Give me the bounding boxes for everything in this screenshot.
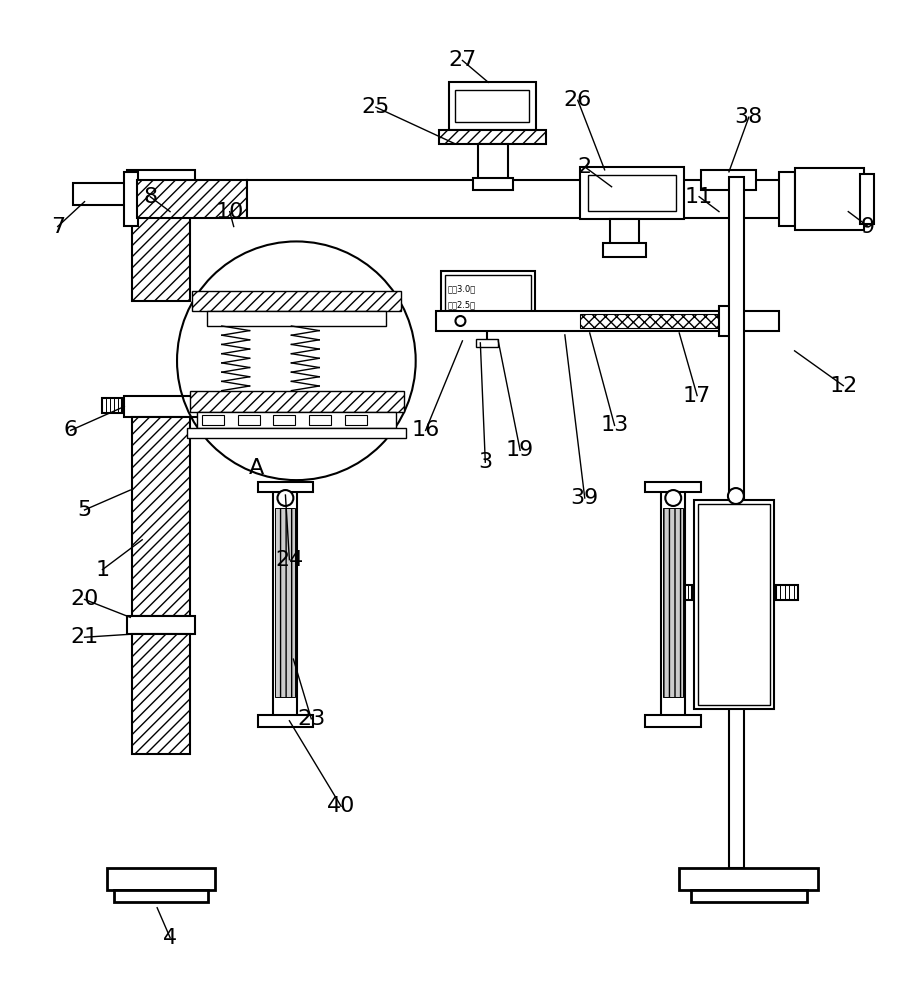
Bar — [127, 616, 195, 634]
Bar — [309, 415, 332, 425]
Text: 12: 12 — [829, 376, 858, 396]
Bar — [132, 182, 190, 301]
Bar — [610, 219, 640, 246]
Text: 16: 16 — [412, 420, 440, 440]
Bar — [694, 500, 774, 709]
Text: 21: 21 — [70, 627, 99, 647]
Text: 8: 8 — [143, 187, 158, 207]
Bar — [107, 868, 214, 890]
Text: 6: 6 — [64, 420, 77, 440]
Bar — [441, 271, 535, 323]
Bar — [132, 634, 190, 754]
Text: 5: 5 — [77, 500, 92, 520]
Circle shape — [278, 490, 294, 506]
Bar — [274, 415, 296, 425]
Text: 26: 26 — [564, 90, 592, 110]
Bar — [103, 398, 123, 413]
Text: 13: 13 — [600, 415, 629, 435]
Bar — [192, 291, 401, 311]
Bar — [435, 311, 778, 331]
Circle shape — [456, 316, 466, 326]
Bar — [603, 243, 646, 257]
Text: 4: 4 — [163, 928, 177, 948]
Bar — [124, 396, 198, 417]
Bar — [202, 415, 223, 425]
Bar — [477, 339, 498, 347]
Bar — [795, 168, 864, 230]
Bar — [258, 715, 314, 727]
Bar — [473, 178, 514, 190]
Bar — [579, 314, 719, 328]
Circle shape — [665, 490, 681, 506]
Text: 3: 3 — [478, 452, 492, 472]
Bar — [719, 306, 741, 336]
Bar — [73, 183, 127, 205]
Bar — [729, 177, 744, 868]
Bar — [258, 482, 314, 492]
Bar — [124, 172, 138, 226]
Bar — [698, 504, 769, 705]
Bar — [114, 890, 208, 902]
Bar — [247, 180, 605, 218]
Bar — [456, 90, 529, 122]
Text: 11: 11 — [685, 187, 714, 207]
Text: 23: 23 — [297, 709, 325, 729]
Bar — [645, 715, 701, 727]
Bar — [444, 275, 531, 319]
Bar — [274, 490, 297, 719]
Text: 10: 10 — [215, 202, 244, 222]
Text: A: A — [249, 458, 264, 478]
Text: 1: 1 — [96, 560, 110, 580]
Bar — [345, 415, 367, 425]
Bar — [860, 174, 874, 224]
Bar — [669, 585, 692, 600]
Bar — [439, 130, 546, 144]
Bar — [478, 144, 508, 182]
Bar — [691, 890, 806, 902]
Bar — [190, 391, 404, 412]
Text: 25: 25 — [361, 97, 390, 117]
Bar — [449, 82, 536, 130]
Bar — [276, 508, 296, 697]
Text: 17: 17 — [683, 386, 711, 406]
Bar — [605, 180, 804, 218]
Text: 19: 19 — [506, 440, 534, 460]
Text: 2: 2 — [578, 157, 592, 177]
Circle shape — [728, 488, 744, 504]
Text: 39: 39 — [570, 488, 599, 508]
Bar — [187, 428, 405, 438]
Bar — [238, 415, 259, 425]
Bar — [200, 398, 220, 413]
Text: 20: 20 — [70, 589, 99, 609]
Bar — [207, 311, 386, 326]
Bar — [661, 490, 685, 719]
Text: 限高3.0米: 限高3.0米 — [448, 285, 476, 294]
Bar — [645, 482, 701, 492]
Text: 限宽2.5米: 限宽2.5米 — [448, 301, 476, 310]
Bar — [197, 412, 396, 428]
Bar — [679, 868, 818, 890]
Text: 7: 7 — [50, 217, 65, 237]
Bar — [127, 170, 195, 182]
Bar — [579, 167, 684, 219]
Bar — [132, 417, 190, 616]
Text: 9: 9 — [861, 217, 875, 237]
Bar — [778, 172, 795, 226]
Bar — [137, 180, 247, 218]
Bar — [701, 170, 756, 190]
Text: 27: 27 — [449, 50, 477, 70]
Bar — [587, 175, 677, 211]
Text: 38: 38 — [734, 107, 763, 127]
Bar — [663, 508, 683, 697]
Text: 24: 24 — [276, 550, 304, 570]
Bar — [776, 585, 797, 600]
Text: 40: 40 — [327, 796, 355, 816]
